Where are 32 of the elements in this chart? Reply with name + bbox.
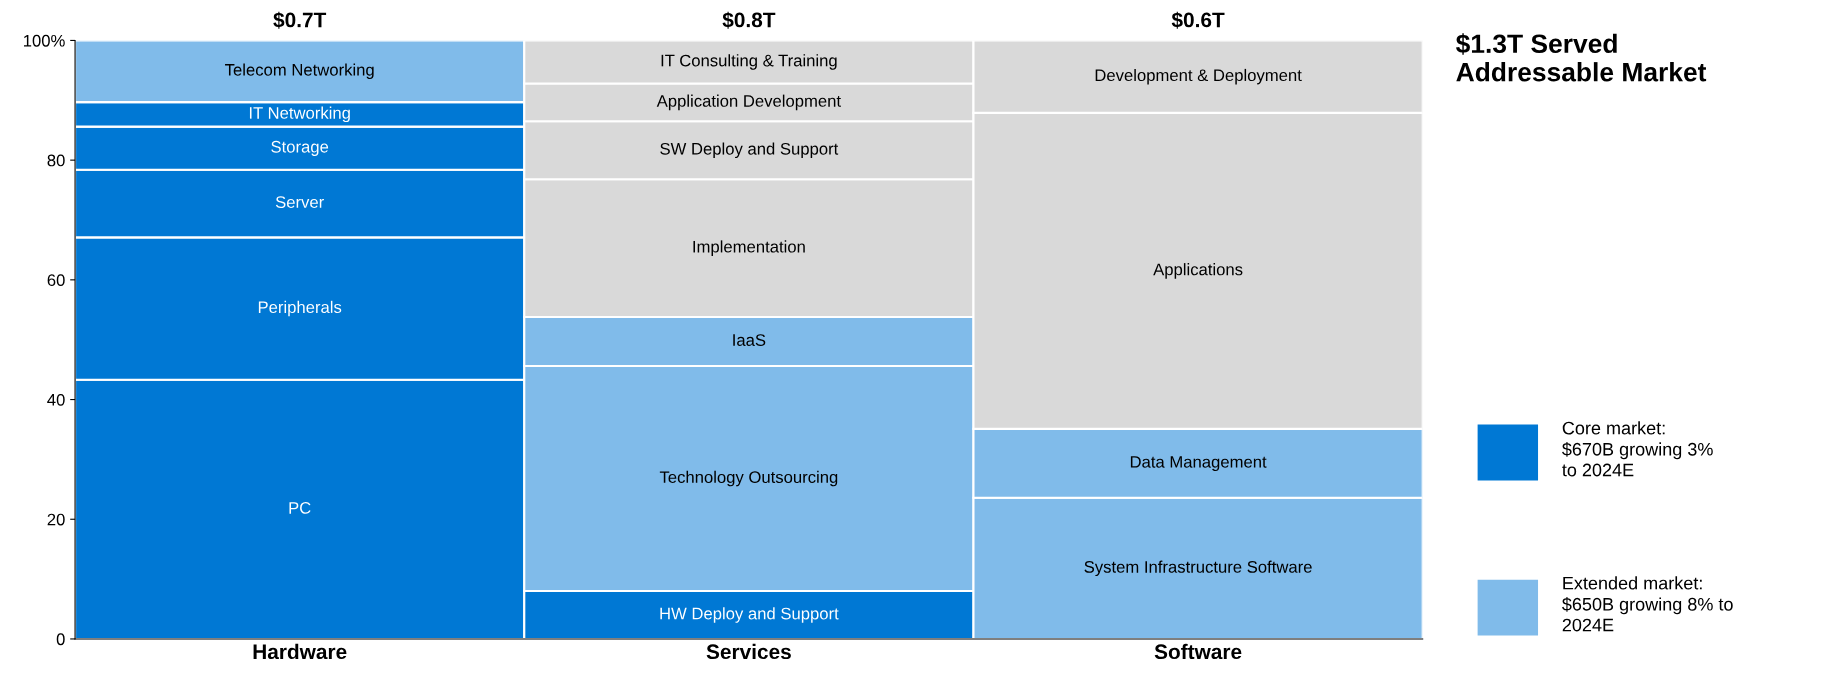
series-label: System Infrastructure Software <box>1084 560 1312 577</box>
y-tick-label: 60 <box>47 274 65 287</box>
text: $1.3T Served Addressable Market <box>1455 33 1707 82</box>
series-label: Telecom Networking <box>225 63 374 80</box>
y-tick-label: 80 <box>47 154 65 167</box>
series-label: HW Deploy and Support <box>660 607 839 623</box>
series-label: Development & Deployment <box>1095 68 1302 85</box>
series-label: IT Consulting & Training <box>661 54 837 70</box>
total-label: $0.7T <box>273 11 327 29</box>
total-label: $0.8T <box>722 11 776 29</box>
x-tick-label: Services <box>706 643 791 660</box>
series-label: Server <box>275 196 324 209</box>
series-label: Data Management <box>1130 456 1267 472</box>
series-label: IT Networking <box>249 106 350 123</box>
y-tick-label: 20 <box>47 513 65 526</box>
y-tick-label: 0 <box>56 633 65 646</box>
series-label: Peripherals <box>258 300 342 317</box>
series-label: SW Deploy and Support <box>660 142 839 159</box>
series-label: Storage <box>271 140 329 156</box>
series-label: PC <box>289 502 311 514</box>
total-label: $0.6T <box>1171 11 1225 29</box>
y-tick-label: 100% <box>23 34 65 47</box>
series-label: Technology Outsourcing <box>659 470 838 487</box>
x-tick-label: Software <box>1154 643 1242 660</box>
text: Core market: $670B growing 3% to 2024E <box>1562 421 1713 477</box>
series-label: Application Development <box>656 94 841 111</box>
series-label: Implementation <box>693 240 805 256</box>
y-tick-label: 40 <box>47 393 65 406</box>
series-label: Applications <box>1153 263 1243 279</box>
text: Extended market: $650B growing 8% to 2024E <box>1562 576 1733 632</box>
series-label: IaaS <box>733 334 766 346</box>
x-tick-label: Hardware <box>253 643 347 660</box>
